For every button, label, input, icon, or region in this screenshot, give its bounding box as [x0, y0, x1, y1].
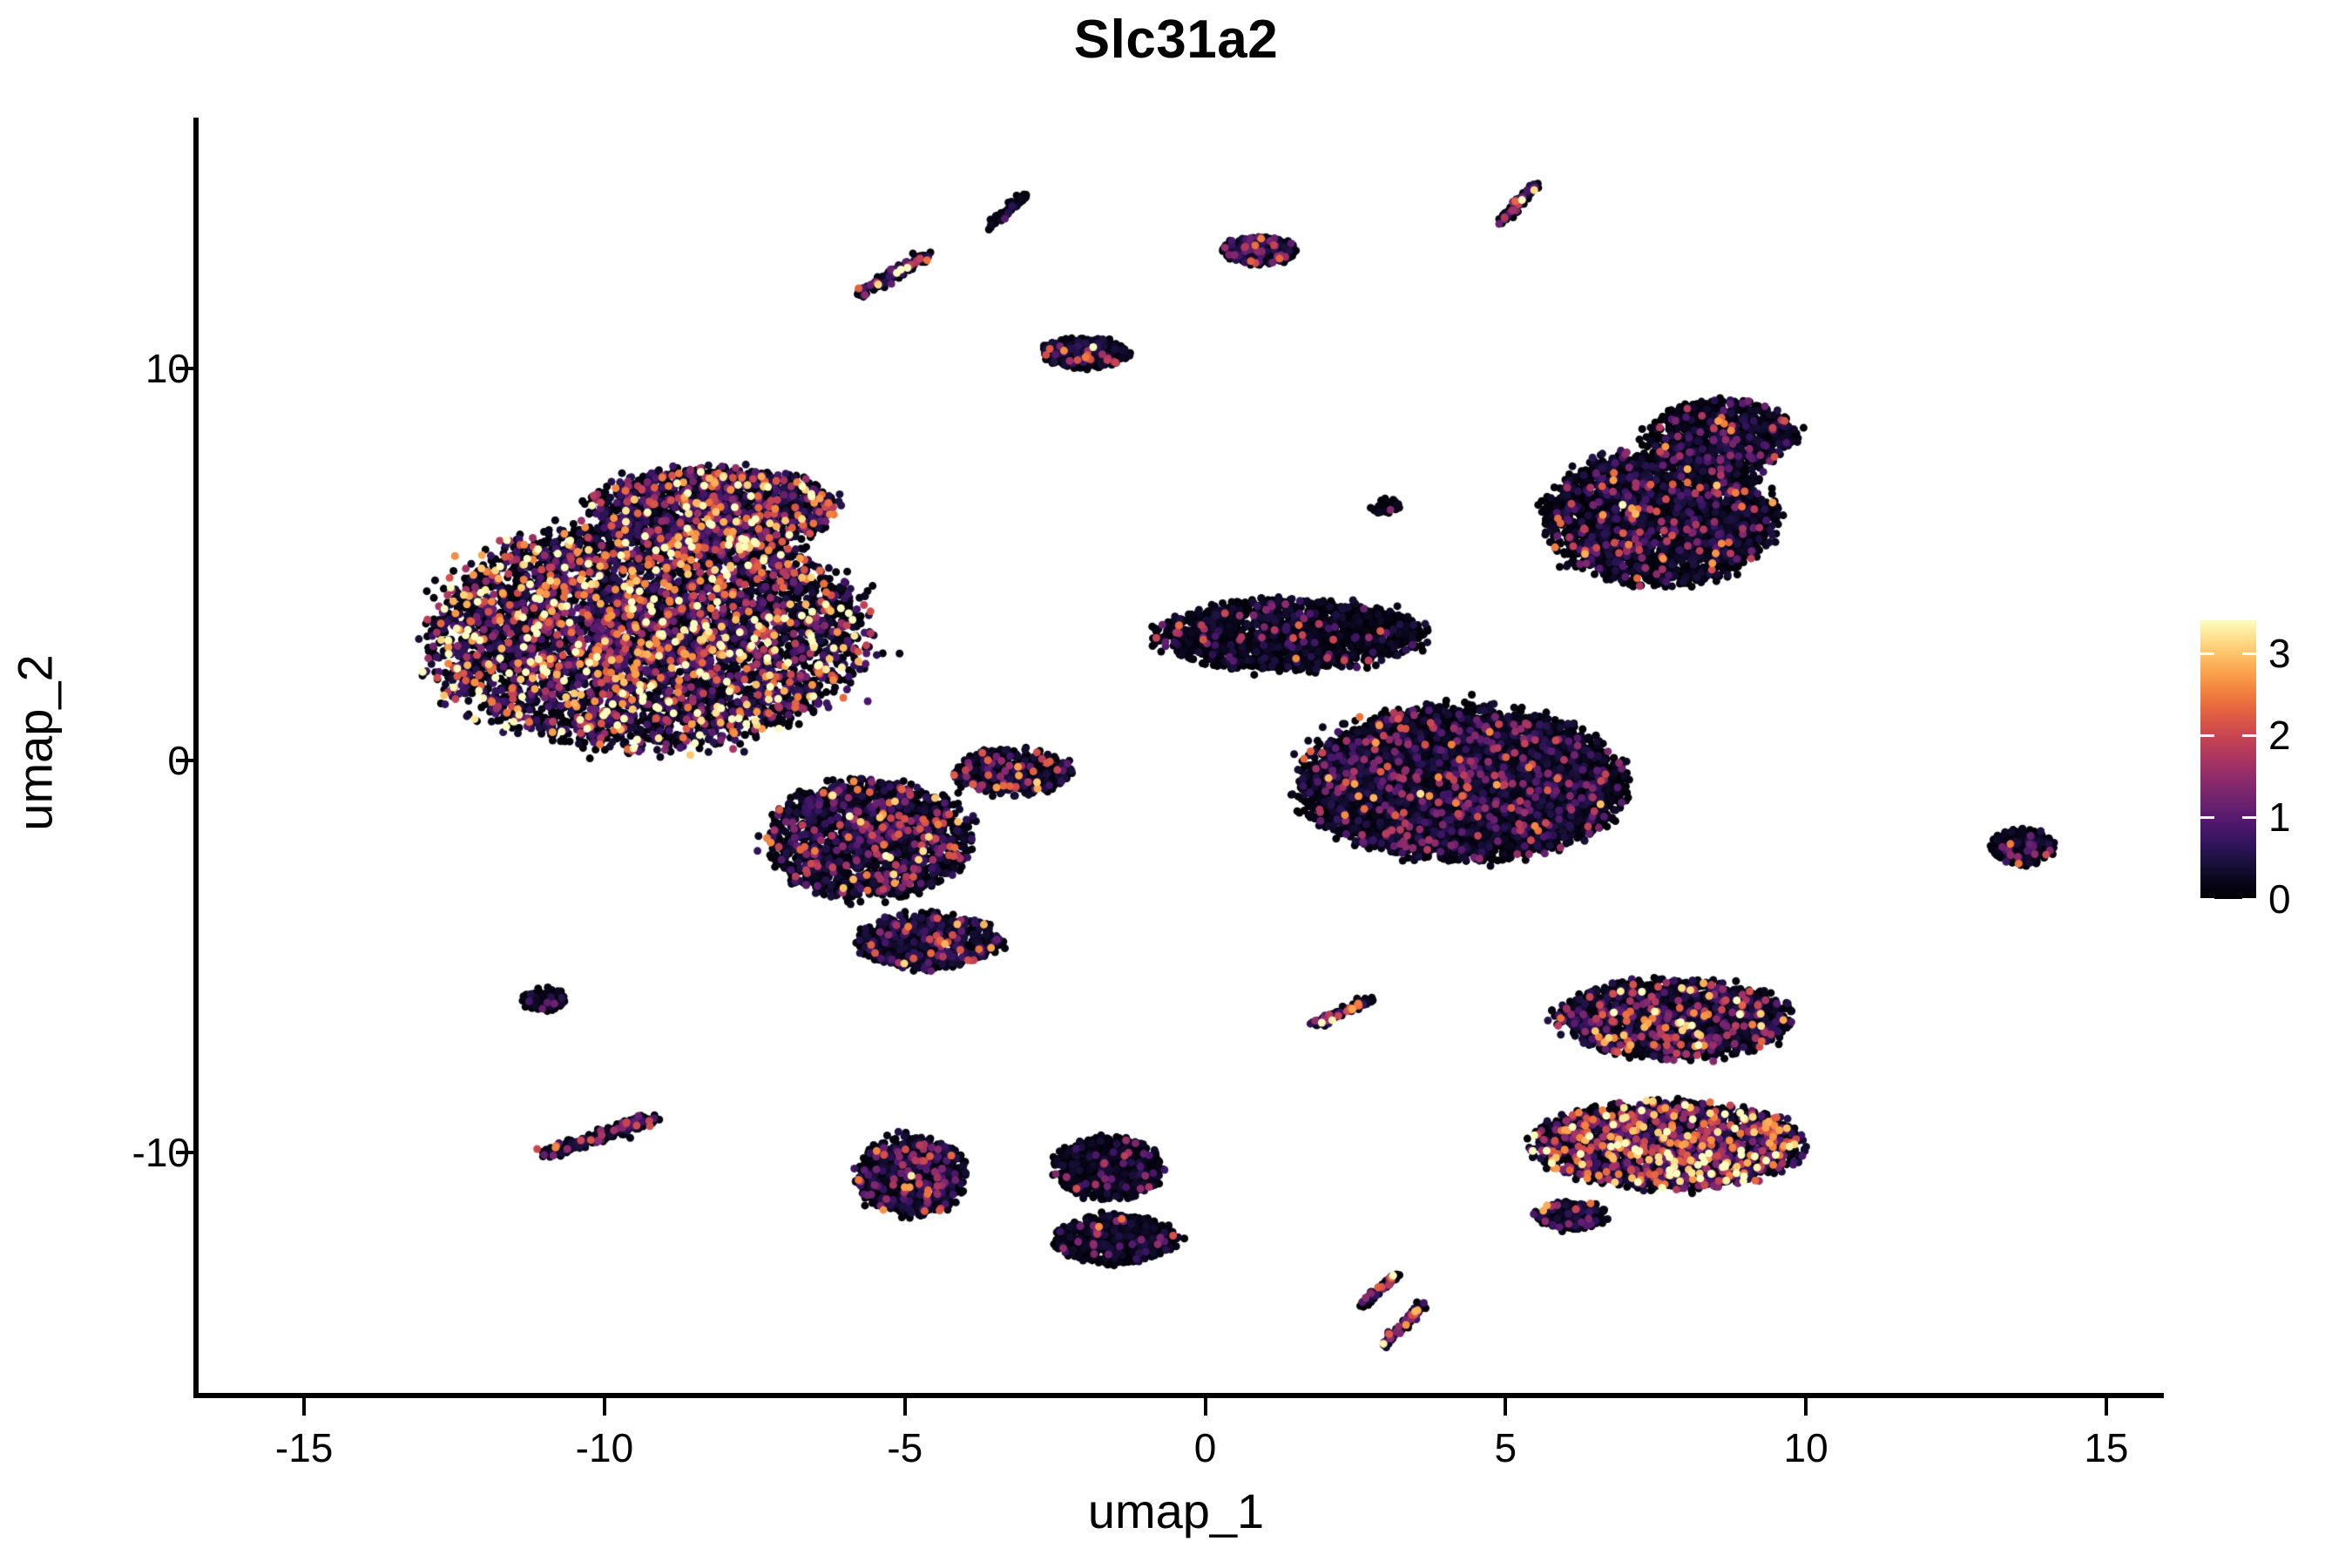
colorbar-gradient: [2200, 620, 2256, 899]
x-tick-label: -15: [274, 1425, 334, 1470]
colorbar-tick-mark: [2200, 652, 2214, 655]
x-tick-label: -5: [887, 1425, 923, 1470]
colorbar-tick-label: 2: [2268, 712, 2291, 758]
colorbar-tick-mark: [2242, 898, 2256, 901]
y-tick-mark: [176, 759, 193, 762]
x-tick-mark: [2104, 1398, 2108, 1416]
y-tick-label: -10: [132, 1130, 190, 1175]
y-tick-label: 0: [167, 738, 190, 783]
x-tick-mark: [902, 1398, 907, 1416]
x-tick-label: -10: [575, 1425, 634, 1470]
x-tick-label: 10: [1783, 1425, 1828, 1470]
page-title: Slc31a2: [1073, 10, 1279, 70]
x-tick-mark: [1504, 1398, 1508, 1416]
colorbar-tick-mark: [2200, 898, 2214, 901]
colorbar-tick-mark: [2242, 815, 2256, 819]
y-tick-label: 10: [145, 346, 190, 391]
x-tick-label: 5: [1494, 1425, 1517, 1470]
x-tick-mark: [302, 1398, 307, 1416]
colorbar-tick-label: 3: [2268, 630, 2291, 676]
x-tick-label: 15: [2084, 1425, 2129, 1470]
colorbar-tick-label: 1: [2268, 794, 2291, 840]
x-tick-mark: [602, 1398, 606, 1416]
y-axis-label: umap_2: [7, 654, 63, 831]
scatter-plot-panel: [196, 118, 2160, 1396]
x-tick-label: 0: [1193, 1425, 1217, 1470]
colorbar-tick-mark: [2242, 652, 2256, 655]
x-tick-mark: [1804, 1398, 1808, 1416]
umap-scatter-canvas: [196, 118, 2160, 1396]
y-tick-mark: [176, 1151, 193, 1154]
colorbar-tick-mark: [2242, 733, 2256, 737]
colorbar-tick-mark: [2200, 815, 2214, 819]
y-axis-line: [193, 118, 199, 1398]
colorbar-tick-label: 0: [2268, 876, 2291, 922]
x-axis-label: umap_1: [1087, 1484, 1265, 1538]
x-axis-line: [193, 1393, 2164, 1398]
colorbar-legend: 0 1 2 3: [2200, 620, 2291, 922]
y-tick-mark: [176, 367, 193, 370]
x-tick-mark: [1203, 1398, 1207, 1416]
colorbar-tick-mark: [2200, 733, 2214, 737]
